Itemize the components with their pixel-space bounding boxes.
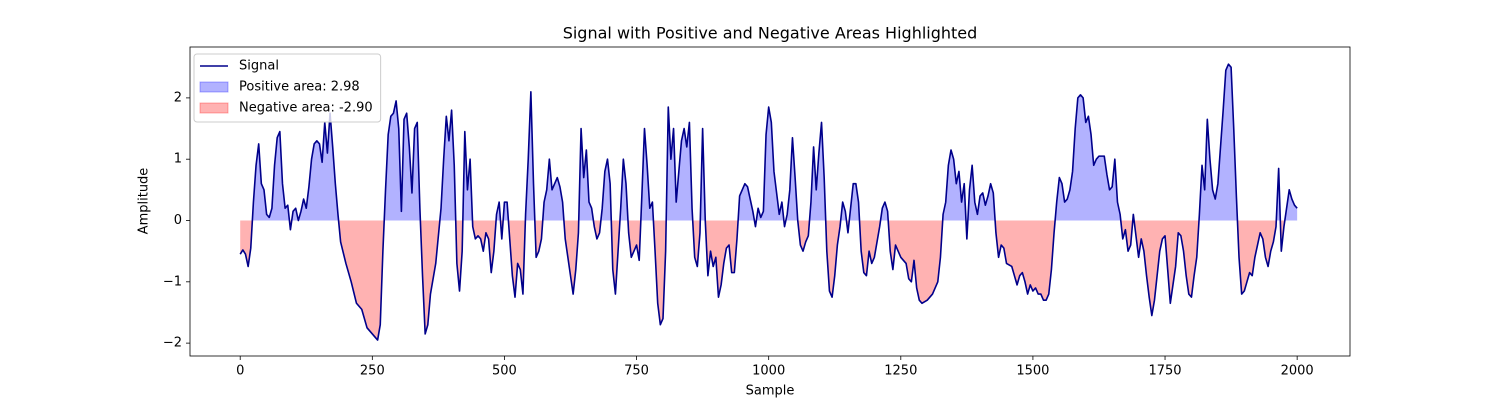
legend-patch (199, 102, 229, 114)
legend-box (193, 53, 382, 123)
y-tick-label: 1 (174, 152, 182, 167)
y-axis-label: Amplitude (137, 168, 152, 235)
legend-label: Positive area: 2.98 (239, 80, 360, 95)
x-tick-label: 2000 (1281, 364, 1314, 379)
x-tick-label: 500 (492, 364, 517, 379)
legend-label: Negative area: -2.90 (239, 101, 373, 116)
signal-line (239, 63, 1298, 341)
x-tick-label: 750 (624, 364, 649, 379)
x-tick-label: 1500 (1016, 364, 1049, 379)
x-tick-label: 0 (236, 364, 244, 379)
plot-frame (189, 46, 1351, 357)
area-fill (252, 64, 1298, 221)
x-tick-label: 250 (360, 364, 385, 379)
area-fill (240, 220, 1298, 341)
legend-label: Signal (239, 59, 279, 74)
x-tick-label: 1250 (884, 364, 917, 379)
x-tick-label: 1000 (752, 364, 785, 379)
y-tick-label: −2 (163, 336, 182, 351)
chart-title: Signal with Positive and Negative Areas … (563, 24, 978, 43)
y-tick-label: −1 (163, 274, 182, 289)
x-axis-label: Sample (746, 384, 795, 399)
y-tick-label: 2 (174, 90, 182, 105)
x-tick-label: 1750 (1148, 364, 1181, 379)
y-tick-label: 0 (174, 213, 182, 228)
legend-patch (199, 81, 229, 93)
